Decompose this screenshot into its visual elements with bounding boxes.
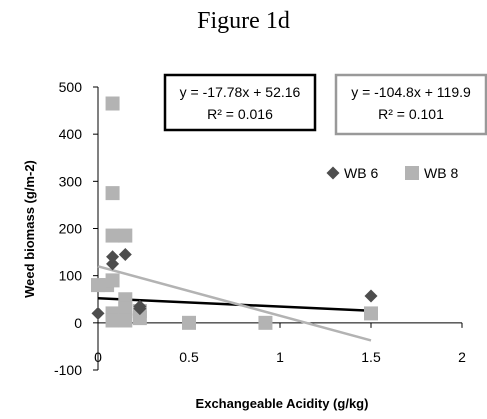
r2-text-wb8: R² = 0.101 <box>378 106 444 122</box>
equation-box-wb6 <box>163 73 317 132</box>
y-axis-title: Weed biomass (g/m-2) <box>22 160 37 298</box>
x-tick-label: 1.5 <box>361 349 381 365</box>
data-point-wb6 <box>106 257 120 271</box>
data-point-wb8 <box>105 186 120 201</box>
equation-text-wb6: y = -17.78x + 52.16 <box>180 84 301 100</box>
data-point-wb8 <box>105 228 120 243</box>
data-point-wb8 <box>132 311 147 326</box>
trendline-wb8 <box>97 265 372 342</box>
data-point-wb8 <box>105 273 120 288</box>
data-point-wb6 <box>91 306 105 320</box>
legend-marker-wb6 <box>326 166 340 180</box>
x-axis-title: Exchangeable Acidity (g/kg) <box>196 396 369 411</box>
y-tick-label: 0 <box>74 315 82 331</box>
x-tick-label: 1 <box>276 349 284 365</box>
data-point-wb6 <box>118 247 132 261</box>
y-tick-label: 400 <box>59 126 83 142</box>
y-tick-label: -100 <box>54 362 82 378</box>
data-point-wb6 <box>133 302 147 316</box>
y-tick-label: 300 <box>59 173 83 189</box>
r2-text-wb6: R² = 0.016 <box>207 106 273 122</box>
data-point-wb8 <box>118 301 133 316</box>
data-point-wb6 <box>364 289 378 303</box>
data-point-wb8 <box>105 313 120 328</box>
y-tick-label: 200 <box>59 221 83 237</box>
x-tick-label: 0.5 <box>179 349 199 365</box>
data-point-wb8 <box>118 228 133 243</box>
x-tick-label: 0 <box>94 349 102 365</box>
data-point-wb8 <box>105 96 120 111</box>
data-point-wb8 <box>118 313 133 328</box>
data-point-wb8 <box>364 306 378 321</box>
equation-text-wb8: y = -104.8x + 119.9 <box>351 84 471 100</box>
data-point-wb6 <box>106 250 120 264</box>
data-point-wb8 <box>182 315 196 330</box>
y-tick-label: 100 <box>59 268 83 284</box>
equation-box-wb8 <box>334 73 487 136</box>
x-tick-label: 2 <box>458 349 466 365</box>
legend-marker-wb8 <box>405 166 419 180</box>
data-point-wb8 <box>258 315 273 330</box>
figure-title: Figure 1d <box>197 8 290 34</box>
y-tick-label: 500 <box>59 79 83 95</box>
legend-label-wb8: WB 8 <box>424 165 458 181</box>
legend-label-wb6: WB 6 <box>344 165 378 181</box>
